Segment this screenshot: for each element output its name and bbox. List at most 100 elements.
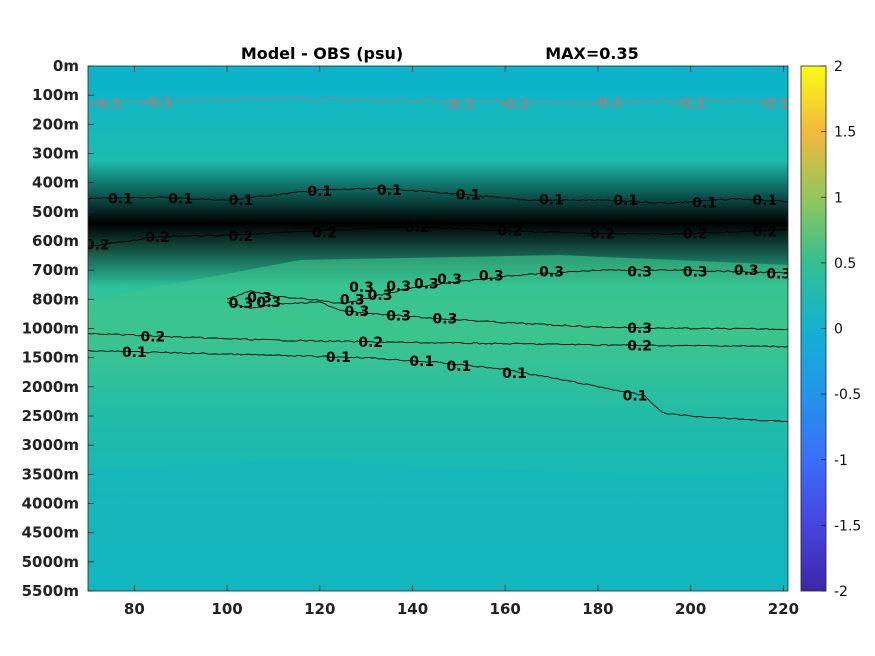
y-tick-label: 1000m: [22, 320, 79, 338]
contour-label: -0.1: [759, 96, 790, 112]
contour-line: [88, 349, 788, 423]
contour-label: 0.1: [229, 193, 254, 209]
x-tick-label: 200: [675, 600, 706, 618]
contour-label: 0.1: [108, 192, 133, 208]
contour-label: 0.1: [446, 359, 471, 375]
max-annotation: MAX=0.35: [545, 44, 639, 63]
contour-line: [226, 301, 344, 312]
y-tick-label: 2500m: [22, 407, 79, 425]
y-tick-label: 4500m: [22, 524, 79, 542]
x-tick-label: 120: [304, 600, 335, 618]
colorbar-tick-label: -0.5: [834, 387, 861, 403]
contour-label: 0.2: [627, 338, 652, 354]
colorbar-tick-label: -1: [834, 453, 848, 469]
y-tick-label: 5500m: [22, 582, 79, 600]
surface-shading: [88, 66, 788, 100]
colorbar-tick-label: 1: [834, 190, 843, 206]
contour-label: 0.3: [414, 276, 439, 292]
contour-label: 0.3: [368, 288, 393, 304]
y-tick-label: 4000m: [22, 495, 79, 513]
contour-label: 0.1: [307, 184, 332, 200]
y-tick-label: 200m: [32, 115, 79, 133]
y-tick-label: 500m: [32, 203, 79, 221]
y-tick-label: 2000m: [22, 378, 79, 396]
contour-line: [342, 309, 788, 331]
x-tick-label: 100: [211, 600, 242, 618]
y-tick-label: 3000m: [22, 436, 79, 454]
contour-label: 0.3: [256, 295, 281, 311]
y-tick-label: 0m: [53, 57, 79, 75]
contour-label: 0.1: [692, 196, 717, 212]
colorbar-tick-label: 0.5: [834, 256, 856, 272]
contour-label: 0.3: [683, 265, 708, 281]
contour-label: -0.1: [444, 97, 475, 113]
colorbar: 2 1.5 1 0.5 0 -0.5 -1 -1.5 -2: [800, 59, 861, 600]
x-tick-label: 220: [768, 600, 799, 618]
contour-label: 0.1: [752, 193, 777, 209]
contour-line: [88, 96, 788, 105]
y-tick-label: 100m: [32, 86, 79, 104]
contour-label: 0.1: [613, 193, 638, 209]
contour-label: 0.2: [752, 225, 777, 241]
x-axis: 80 100 120 140 160 180 200 220: [124, 66, 799, 618]
contour-label: 0.1: [377, 183, 402, 199]
y-tick-label: 800m: [32, 290, 79, 308]
contour-label: 0.3: [386, 279, 411, 295]
x-tick-label: 160: [490, 600, 521, 618]
contour-label: 0.2: [590, 226, 615, 242]
contour-label: 0.1: [539, 193, 564, 209]
contour-label: 0.2: [140, 330, 165, 346]
colorbar-ticks: 2 1.5 1 0.5 0 -0.5 -1 -1.5 -2: [821, 59, 861, 600]
contour-label: 0.3: [433, 311, 458, 327]
y-tick-label: 400m: [32, 174, 79, 192]
contour-line: [227, 290, 344, 305]
contour-label: 0.1: [502, 366, 527, 382]
contour-label: 0.2: [683, 226, 708, 242]
colorbar-tick-label: -1.5: [834, 518, 861, 534]
y-tick-label: 700m: [32, 261, 79, 279]
contour-label: 0.1: [326, 350, 351, 366]
x-tick-label: 80: [124, 600, 145, 618]
contour-label: 0.3: [539, 265, 564, 281]
contour-label: 0.3: [437, 272, 462, 288]
contour-label: -0.1: [675, 96, 706, 112]
chart-title: Model - OBS (psu): [241, 44, 403, 63]
y-tick-label: 300m: [32, 145, 79, 163]
colorbar-tick-label: 0: [834, 322, 843, 338]
contour-labels: -0.1 -0.1 -0.1 -0.1 -0.1 -0.1 -0.1 0.1 0.1 0.1 0.1…: [85, 95, 791, 405]
colorbar-tick-label: -2: [834, 584, 848, 600]
contour-label: 0.3: [344, 304, 369, 320]
contour-lines: [88, 96, 788, 423]
contour-label: 0.3: [766, 267, 791, 283]
contour-label: 0.3: [479, 268, 504, 284]
contour-label: -0.1: [142, 95, 173, 111]
contour-line: [88, 332, 788, 348]
contour-label: 0.3: [386, 308, 411, 324]
contour-label: 0.1: [168, 192, 193, 208]
shelf-shading: [88, 460, 788, 591]
y-tick-label: 5000m: [22, 553, 79, 571]
contour-label: 0.1: [623, 389, 648, 405]
contour-label: 0.1: [409, 354, 434, 370]
contour-line: [342, 269, 788, 304]
contour-label: -0.1: [91, 96, 122, 112]
contour-label: 0.3: [340, 292, 365, 308]
contour-label: 0.3: [247, 290, 272, 306]
y-tick-label: 3500m: [22, 465, 79, 483]
contour-line: [88, 226, 788, 247]
core-shading: [88, 255, 788, 335]
contour-label: 0.2: [85, 238, 110, 254]
contour-label: 0.2: [229, 229, 254, 245]
colorbar-tick-label: 2: [834, 59, 843, 75]
contour-label: 0.3: [734, 263, 759, 279]
contour-label: 0.3: [627, 265, 652, 281]
contour-label: -0.1: [592, 95, 623, 111]
x-tick-label: 140: [397, 600, 428, 618]
contour-line: [88, 187, 788, 205]
contour-label: -0.1: [499, 96, 530, 112]
contour-label: 0.3: [349, 280, 374, 296]
y-tick-label: 600m: [32, 232, 79, 250]
y-axis: 0m 100m 200m 300m 400m 500m 600m 700m 800m 1000m 1…: [22, 57, 94, 600]
field-shading: -0.1 -0.1 -0.1 -0.1 -0.1 -0.1 -0.1 0.1 0.1 0.1 0.1…: [85, 66, 791, 591]
